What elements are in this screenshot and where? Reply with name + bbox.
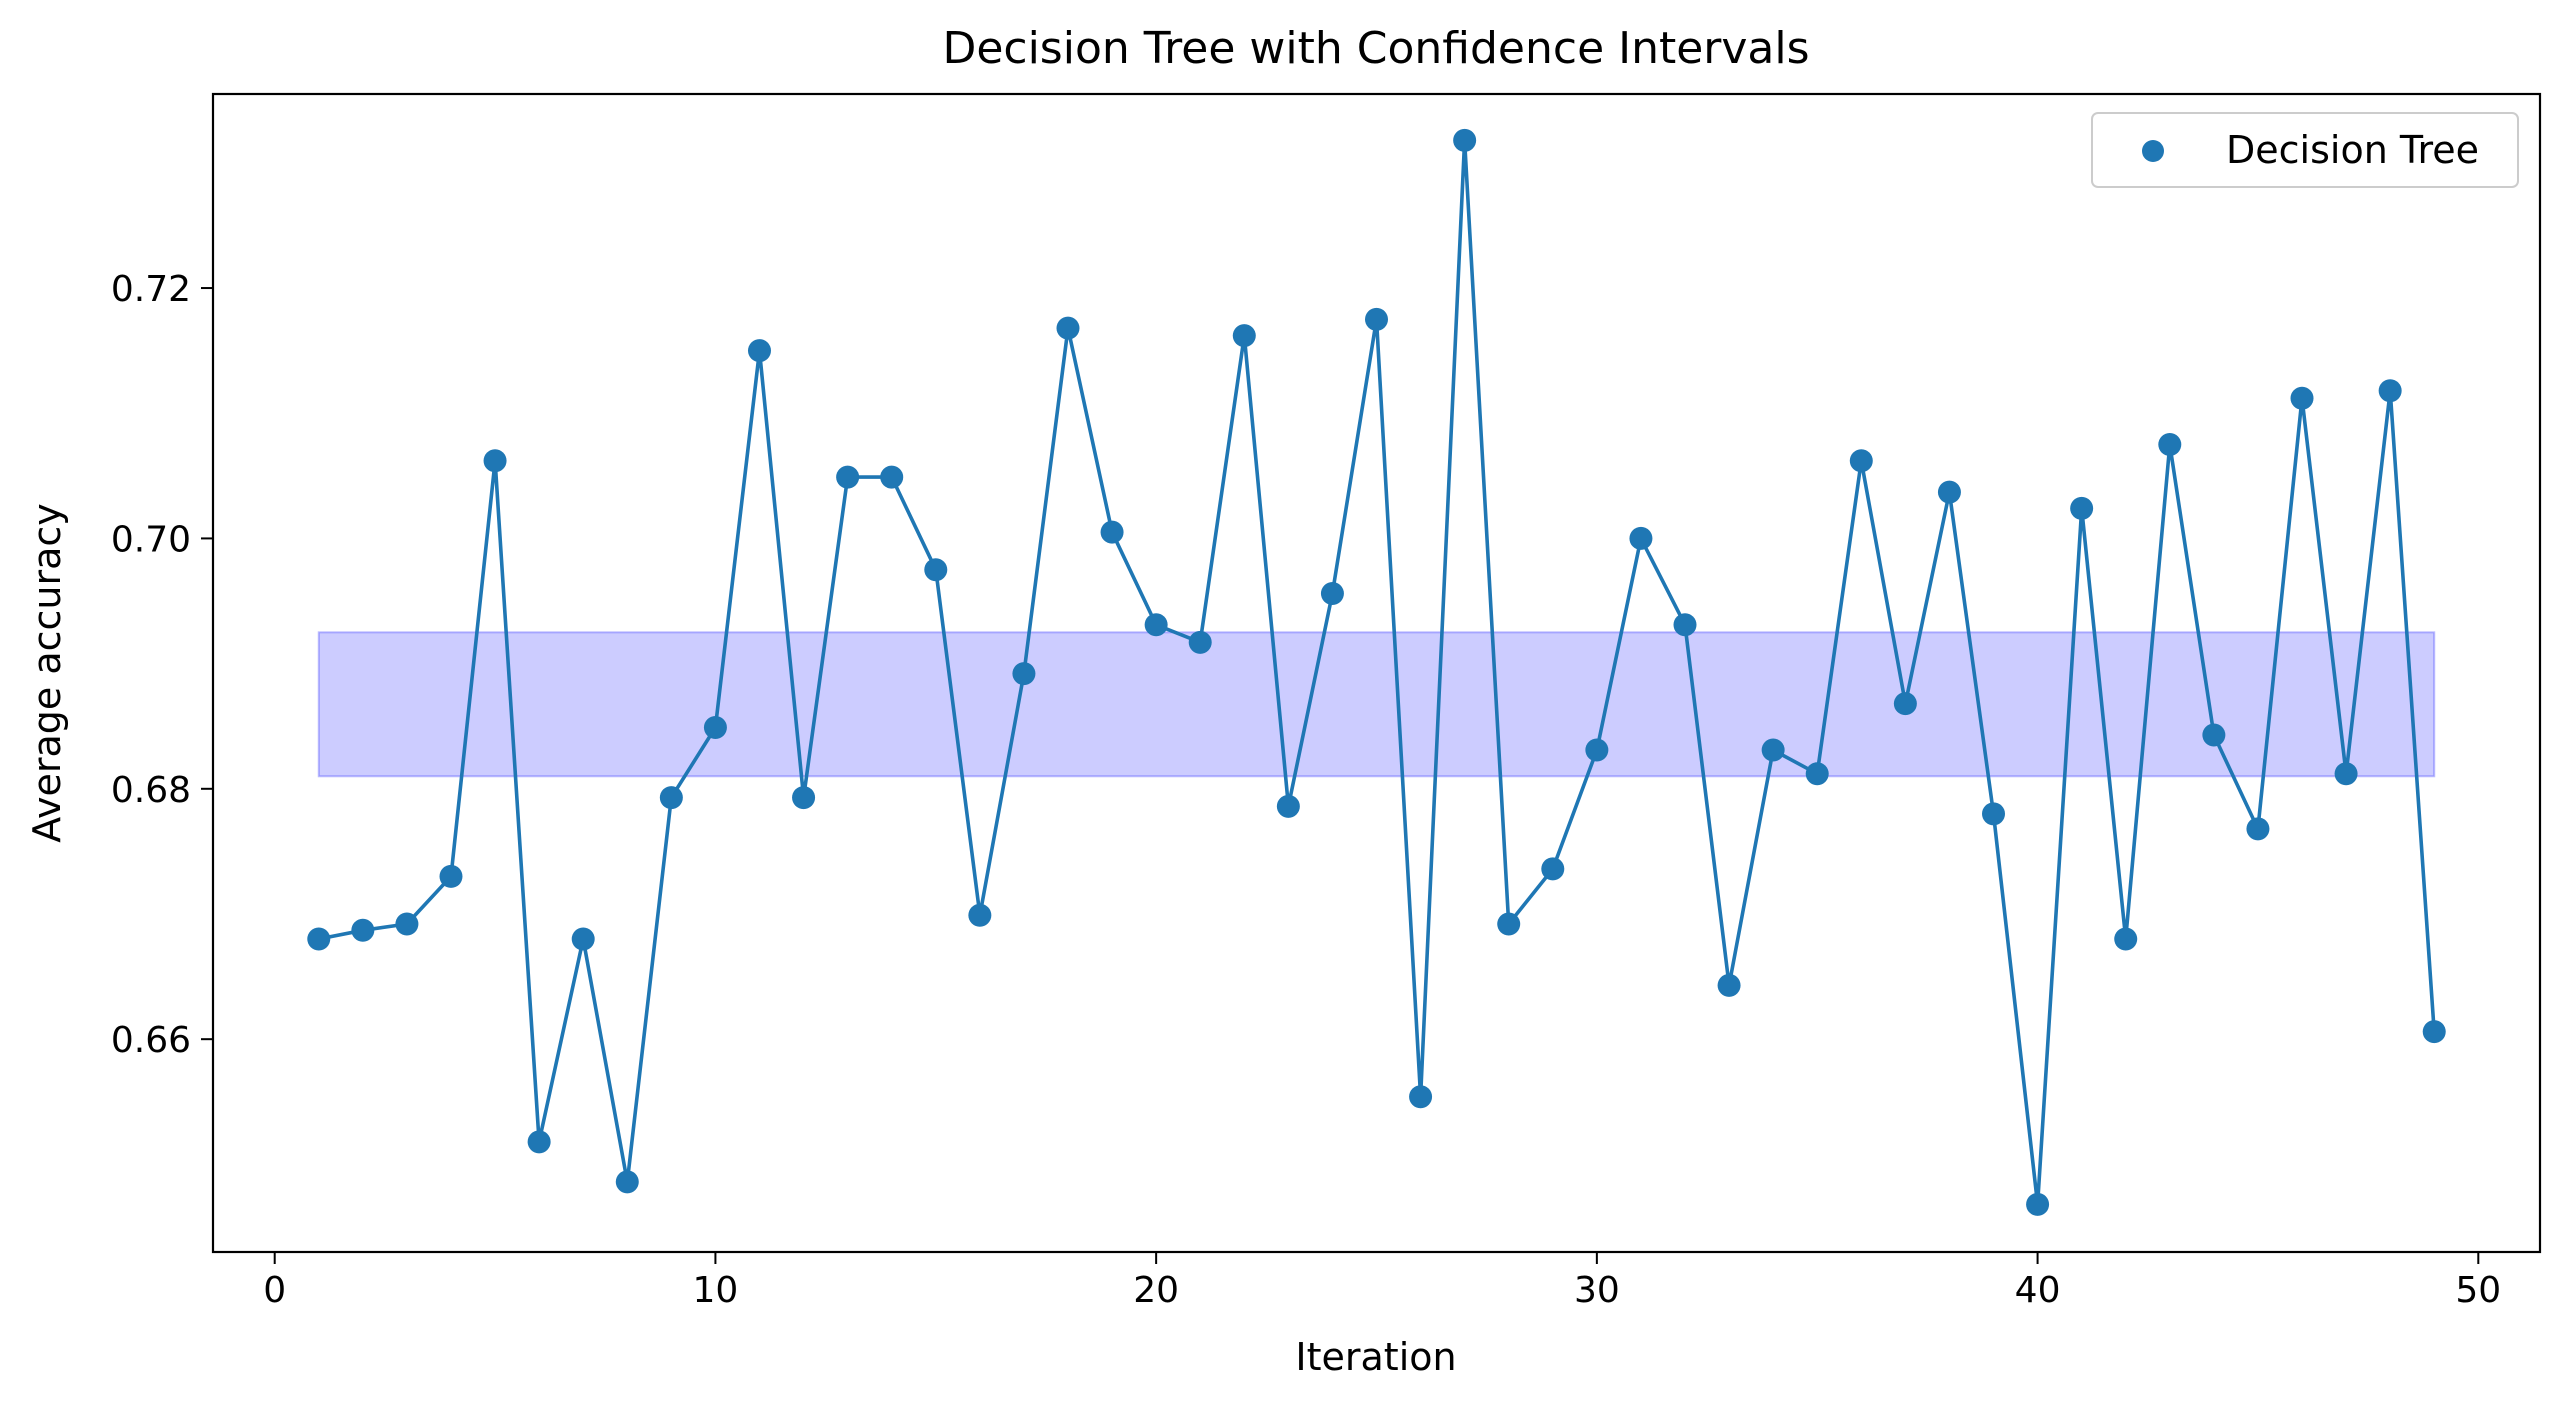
data-point <box>2378 379 2402 403</box>
data-point <box>2026 1192 2050 1216</box>
data-point <box>703 715 727 739</box>
data-point <box>527 1130 551 1154</box>
data-point <box>1232 324 1256 348</box>
x-tick-label: 30 <box>1574 1270 1620 1311</box>
data-point <box>615 1170 639 1194</box>
data-point <box>2070 496 2094 520</box>
data-point <box>1144 613 1168 637</box>
y-tick-label: 0.72 <box>111 269 191 310</box>
data-point <box>2422 1020 2446 1044</box>
data-point <box>307 927 331 951</box>
data-point <box>1982 802 2006 826</box>
data-point <box>1100 520 1124 544</box>
data-point <box>1849 449 1873 473</box>
data-point <box>1585 738 1609 762</box>
data-point <box>2158 433 2182 457</box>
chart-title: Decision Tree with Confidence Intervals <box>942 23 1809 74</box>
y-axis: 0.66 0.68 0.70 0.72 <box>111 269 213 1061</box>
plot-area <box>211 92 2542 1254</box>
y-tick-label: 0.66 <box>111 1020 191 1061</box>
data-point <box>1497 912 1521 936</box>
data-point <box>1629 526 1653 550</box>
data-point <box>1320 582 1344 606</box>
data-point <box>1188 630 1212 654</box>
confidence-band-layer <box>317 631 2436 778</box>
x-axis-label: Iteration <box>1295 1335 1456 1379</box>
data-point <box>2290 386 2314 410</box>
data-point <box>571 927 595 951</box>
data-point <box>351 918 375 942</box>
data-point <box>792 786 816 810</box>
data-point <box>1409 1085 1433 1109</box>
y-axis-label: Average accuracy <box>25 503 69 843</box>
data-point <box>2114 927 2138 951</box>
legend: Decision Tree <box>2091 112 2519 188</box>
data-point <box>1893 692 1917 716</box>
data-point <box>1805 762 1829 786</box>
data-point <box>1056 316 1080 340</box>
data-point <box>1937 480 1961 504</box>
data-point <box>836 465 860 489</box>
data-point <box>1717 973 1741 997</box>
legend-box <box>2091 112 2519 188</box>
data-point <box>1541 857 1565 881</box>
data-point <box>2202 723 2226 747</box>
x-tick-label: 40 <box>2015 1270 2061 1311</box>
x-tick-label: 10 <box>693 1270 739 1311</box>
legend-label: Decision Tree <box>2226 128 2479 172</box>
data-point <box>439 864 463 888</box>
confidence-band <box>317 631 2436 778</box>
data-point <box>659 786 683 810</box>
x-tick-label: 50 <box>2455 1270 2501 1311</box>
data-point <box>924 558 948 582</box>
data-point <box>1673 613 1697 637</box>
plot-frame <box>211 92 2542 1254</box>
x-tick-label: 20 <box>1133 1270 1179 1311</box>
data-point <box>880 465 904 489</box>
data-points-layer <box>307 128 2446 1216</box>
x-tick-label: 0 <box>263 1270 286 1311</box>
legend-marker <box>2142 140 2164 162</box>
data-point <box>1453 128 1477 152</box>
data-point <box>2334 762 2358 786</box>
data-point <box>1365 307 1388 331</box>
data-point <box>483 449 507 473</box>
data-point <box>968 903 992 927</box>
data-point <box>395 912 419 936</box>
data-point <box>2246 817 2270 841</box>
y-tick-label: 0.70 <box>111 519 191 560</box>
data-point <box>1012 662 1036 686</box>
y-tick-label: 0.68 <box>111 770 191 811</box>
x-axis: 0 10 20 30 40 50 <box>263 1252 2501 1311</box>
data-point <box>747 339 771 363</box>
data-point <box>1761 738 1785 762</box>
data-point <box>1276 794 1300 818</box>
